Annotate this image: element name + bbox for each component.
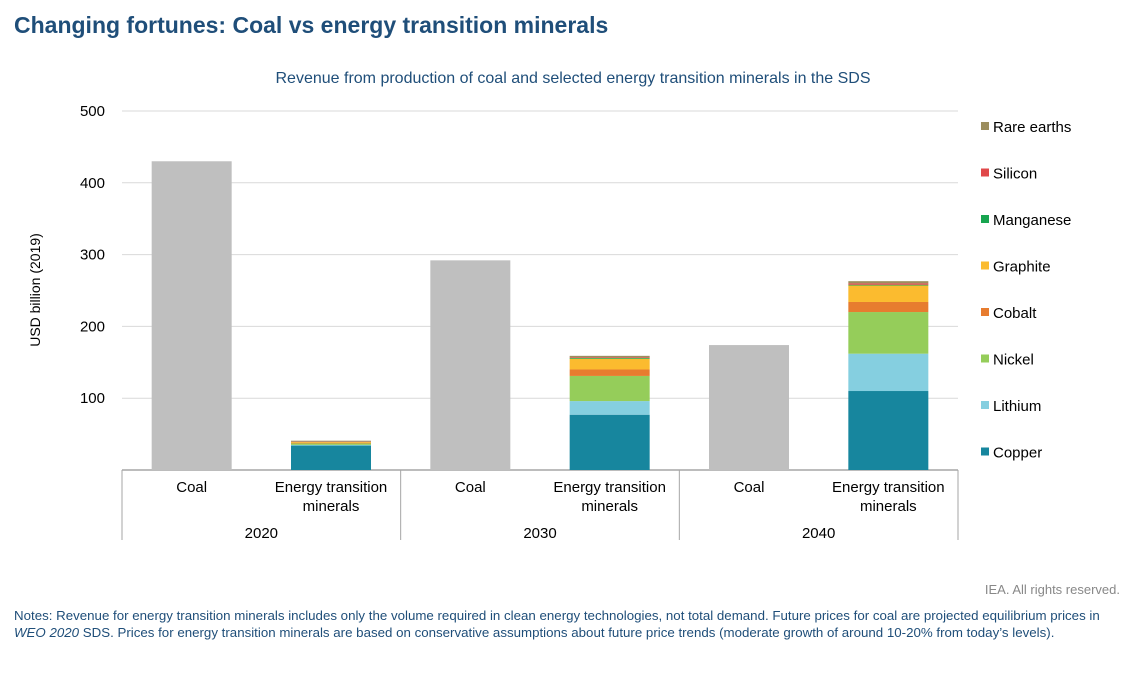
notes-italic: WEO 2020 [14, 625, 80, 640]
legend-label: Silicon [993, 166, 1037, 183]
notes: Notes: Revenue for energy transition min… [14, 607, 1129, 641]
bar-cobalt-2040 [848, 301, 929, 313]
legend-swatch [981, 261, 989, 270]
group-label: 2020 [245, 525, 278, 542]
legend-swatch [981, 308, 989, 316]
bar-manganese-2030 [569, 357, 650, 359]
bar-cobalt-2030 [569, 369, 650, 376]
group-label: 2030 [523, 525, 556, 542]
category-label: Coal [455, 479, 486, 496]
legend-swatch [981, 447, 989, 456]
bar-manganese-2040 [848, 284, 929, 286]
notes-text-2: SDS. Prices for energy transition minera… [79, 625, 1055, 640]
bar-rare-earths-2020 [291, 440, 371, 442]
legend-swatch [981, 122, 989, 130]
bar-copper-2030 [569, 414, 650, 470]
category-label: Energy transition [832, 479, 945, 496]
legend-swatch [981, 354, 989, 363]
bar-silicon-2030 [569, 357, 650, 358]
bar-cobalt-2020 [291, 442, 371, 444]
bar-coal-2030 [430, 260, 511, 470]
bar-copper-2040 [848, 391, 929, 470]
group-label: 2040 [802, 525, 835, 542]
bar-coal-2040 [709, 345, 789, 470]
category-label: Energy transition [275, 479, 388, 496]
bar-nickel-2030 [569, 375, 650, 402]
legend-label: Cobalt [993, 305, 1037, 322]
page-title: Changing fortunes: Coal vs energy transi… [14, 12, 609, 38]
bar-graphite-2040 [848, 285, 929, 302]
legend-swatch [981, 401, 989, 409]
legend-label: Copper [993, 445, 1042, 462]
bar-coal-2020 [151, 161, 232, 470]
legend-label: Lithium [993, 398, 1041, 415]
category-label: Coal [176, 479, 207, 496]
bar-rare-earths-2030 [569, 355, 650, 358]
legend-label: Rare earths [993, 119, 1071, 136]
y-tick-label: 400 [80, 175, 105, 192]
credit: IEA. All rights reserved. [984, 582, 1120, 597]
y-tick-label: 300 [80, 247, 105, 264]
bar-lithium-2020 [291, 444, 371, 446]
category-label: Energy transition [553, 479, 666, 496]
category-label: minerals [581, 498, 638, 515]
category-label: minerals [303, 498, 360, 515]
y-axis-label: USD billion (2019) [27, 233, 43, 347]
bar-lithium-2040 [848, 353, 929, 392]
category-label: minerals [860, 498, 917, 515]
bar-nickel-2040 [848, 312, 929, 354]
bar-graphite-2030 [569, 358, 650, 370]
bar-copper-2020 [291, 445, 371, 470]
notes-text: Notes: Revenue for energy transition min… [14, 608, 1100, 623]
bar-rare-earths-2040 [848, 281, 929, 284]
y-tick-label: 200 [80, 318, 105, 335]
legend-swatch [981, 215, 989, 223]
legend-label: Manganese [993, 212, 1071, 229]
legend-label: Nickel [993, 352, 1034, 369]
bar-silicon-2040 [848, 283, 929, 285]
bar-graphite-2020 [291, 441, 371, 443]
y-tick-label: 500 [80, 103, 105, 120]
y-tick-label: 100 [80, 390, 105, 407]
legend-swatch [981, 168, 989, 177]
category-label: Coal [734, 479, 765, 496]
bar-lithium-2030 [569, 401, 650, 415]
chart-title: Revenue from production of coal and sele… [275, 70, 871, 87]
legend-label: Graphite [993, 259, 1051, 276]
chart: 100 200 300 400 500 USD billion (2019) 2020 Coa… [27, 103, 1071, 542]
bar-nickel-2020 [291, 443, 371, 445]
